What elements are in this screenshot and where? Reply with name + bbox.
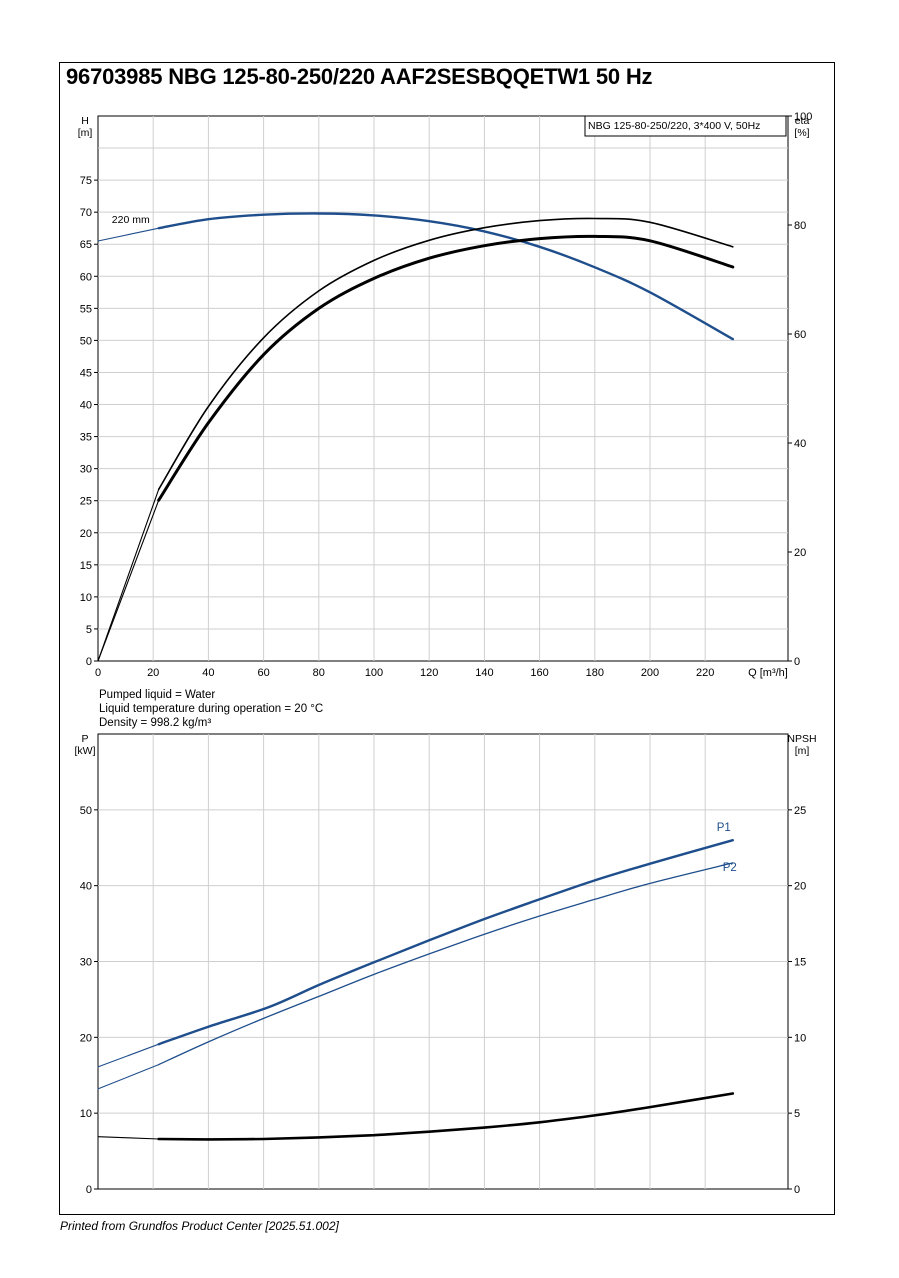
y-left-tick-label: 10 [80,1108,92,1120]
y-right-tick-label: 60 [794,329,806,341]
series-0-1-extension-line [97,488,160,662]
x-tick-label: 0 [95,667,101,679]
y-left-tick-label: 0 [86,1184,92,1196]
y-left-tick-label: 45 [80,367,92,379]
y-right-tick-label: 25 [794,805,806,817]
page-frame [59,62,835,1215]
x-tick-label: 40 [202,667,214,679]
y-right-tick-label: 0 [794,656,800,668]
x-tick-label: 200 [641,667,659,679]
p2-extension-line [97,1064,160,1090]
series-0-2-extension-line [97,499,160,662]
y-right-tick-label: 20 [794,881,806,893]
x-tick-label: 180 [586,667,604,679]
p2-series-label: P2 [723,862,737,874]
x-tick-label: 120 [420,667,438,679]
y-right-axis-unit: [%] [794,127,809,139]
y-right-tick-label: 80 [794,220,806,232]
y-right-tick-label: 20 [794,547,806,559]
x-tick-label: 60 [257,667,269,679]
y-left-tick-label: 40 [80,881,92,893]
x-tick-label: 20 [147,667,159,679]
liquid-info-line-2: Liquid temperature during operation = 20… [99,703,323,715]
y-right-axis-title: NPSH [787,733,816,745]
y-right-axis-unit: [m] [795,745,810,757]
y-left-tick-label: 55 [80,303,92,315]
y-left-tick-label: 5 [86,624,92,636]
y-left-tick-label: 20 [80,528,92,540]
legend-text: NBG 125-80-250/220, 3*400 V, 50Hz [588,120,760,132]
y-right-tick-label: 15 [794,957,806,969]
x-axis-title: Q [m³/h] [748,667,788,679]
y-left-axis-unit: [m] [78,127,93,139]
220-mm-curve-line [157,212,734,341]
plot-area [97,115,789,662]
p2-curve-line [158,862,734,1066]
y-left-tick-label: 35 [80,432,92,444]
x-tick-label: 220 [696,667,714,679]
y-right-tick-label: 10 [794,1032,806,1044]
y-left-axis-title: H [81,115,89,127]
y-right-tick-label: 5 [794,1108,800,1120]
y-left-axis-title: P [81,733,88,745]
y-right-tick-label: 0 [794,1184,800,1196]
series-0-1-curve-line [157,217,734,491]
y-left-tick-label: 30 [80,957,92,969]
y-left-tick-label: 50 [80,805,92,817]
y-left-tick-label: 65 [80,239,92,251]
220-mm-extension-line [97,227,160,242]
y-left-tick-label: 30 [80,464,92,476]
series-1-2-extension-line [97,1136,160,1140]
p1-series-label: P1 [717,822,731,834]
p1-extension-line [97,1043,160,1068]
y-right-tick-label: 100 [794,111,812,123]
y-left-tick-label: 75 [80,175,92,187]
series-0-2-curve-line [157,234,735,502]
y-left-tick-label: 70 [80,207,92,219]
print-footer: Printed from Grundfos Product Center [20… [60,1219,339,1233]
y-right-tick-label: 40 [794,438,806,450]
y-left-tick-label: 0 [86,656,92,668]
liquid-info-line-1: Pumped liquid = Water [99,689,215,701]
liquid-info-line-3: Density = 998.2 kg/m³ [99,717,211,729]
legend-box [584,115,787,137]
x-tick-label: 140 [475,667,493,679]
y-left-tick-label: 50 [80,335,92,347]
series-1-2-curve-line [157,1092,735,1141]
power-npsh-chart: 0 10 20 30 40 50 0 5 10 15 20 25 P[kW] NPSH[m] P1 P2 [75,733,817,1196]
liquid-info: Pumped liquid = Water Liquid temperature… [99,689,323,729]
y-left-axis-unit: [kW] [75,745,96,757]
y-right-axis-title: eta [795,115,810,127]
p1-curve-line [157,839,734,1046]
y-left-tick-label: 15 [80,560,92,572]
y-left-tick-label: 10 [80,592,92,604]
y-left-tick-label: 60 [80,271,92,283]
x-tick-label: 100 [365,667,383,679]
y-left-tick-label: 20 [80,1032,92,1044]
x-tick-label: 80 [313,667,325,679]
y-left-tick-label: 25 [80,496,92,508]
head-efficiency-chart: 0 5 10 15 20 25 30 35 40 45 50 55 60 65 70 75 0 20 40 60 80 1… [78,111,813,679]
y-left-tick-label: 40 [80,400,92,412]
x-tick-label: 160 [530,667,548,679]
legend: NBG 125-80-250/220, 3*400 V, 50Hz [584,115,787,137]
impeller-diameter-label: 220 mm [112,214,150,226]
page-title: 96703985 NBG 125-80-250/220 AAF2SESBQQET… [66,64,653,89]
